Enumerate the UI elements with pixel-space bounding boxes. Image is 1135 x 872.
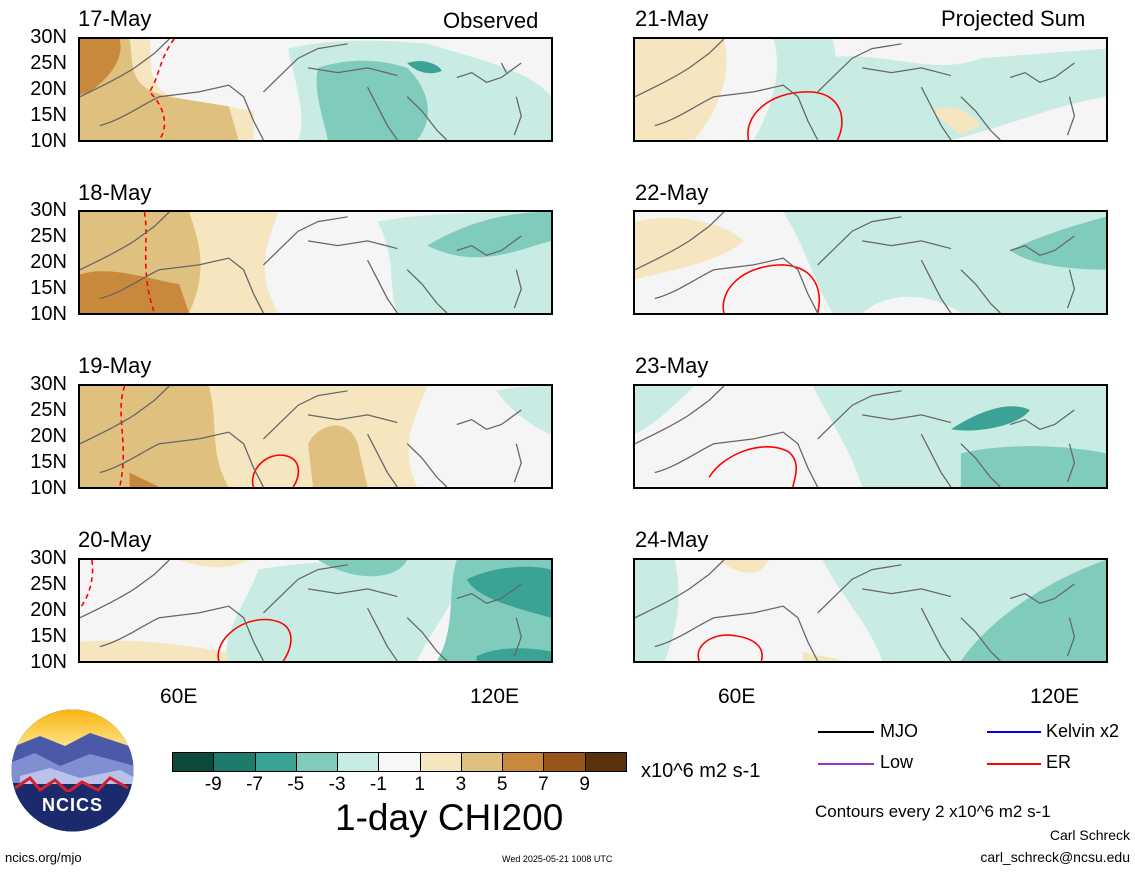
ncics-logo: NCICS [10, 708, 135, 833]
colorbar-tick-label: 1 [414, 774, 425, 795]
colorbar-title: 1-day CHI200 [335, 797, 564, 838]
legend-line-mjo [818, 731, 874, 733]
legend-label-low: Low [880, 752, 914, 772]
map-panel-21-may [633, 37, 1108, 142]
map-panel-24-may [633, 558, 1108, 663]
lat-label: 15N [30, 277, 67, 299]
colorbar-tick-label: -9 [204, 774, 222, 795]
colorbar-swatch [419, 752, 462, 772]
lat-label: 20N [30, 251, 67, 273]
projected-sum-label: Projected Sum [941, 6, 1086, 31]
colorbar-swatch [295, 752, 339, 772]
lat-label: 20N [30, 78, 67, 100]
legend-label-mjo: MJO [880, 721, 918, 741]
colorbar-tick-label: 7 [538, 774, 549, 795]
panel-date-21-may: 21-May [635, 6, 709, 31]
map-panel-17-may [78, 37, 553, 142]
lat-label: 15N [30, 104, 67, 126]
colorbar-swatch [543, 752, 586, 772]
legend-label-er: ER [1046, 752, 1072, 772]
lon-label-60e-right: 60E [718, 685, 756, 708]
colorbar-swatch [254, 752, 297, 772]
panel-date-19-may: 19-May [78, 353, 152, 378]
panel-date-24-may: 24-May [635, 527, 709, 552]
colorbar-swatch [584, 752, 627, 772]
timestamp: Wed 2025-05-21 1008 UTC [502, 854, 613, 864]
lat-label: 20N [30, 599, 67, 621]
colorbar-tick-label: -1 [369, 774, 387, 795]
colorbar-swatch [337, 752, 380, 772]
lat-label: 30N [30, 26, 67, 48]
legend-line-kelvin [987, 731, 1041, 733]
lat-label: 25N [30, 225, 67, 247]
colorbar-tick-label: 5 [496, 774, 508, 795]
lat-label: 10N [30, 651, 67, 673]
lat-label: 25N [30, 399, 67, 421]
lat-label: 10N [30, 303, 67, 325]
lat-label: 10N [30, 477, 67, 499]
lon-label-120e-left: 120E [470, 685, 520, 708]
colorbar-tick-label: -5 [287, 774, 305, 795]
legend-label-kelvin: Kelvin x2 [1046, 721, 1120, 741]
author-name: Carl Schreck [1049, 827, 1130, 843]
colorbar-tick-label: -7 [246, 774, 263, 795]
legend-line-er [987, 763, 1041, 765]
panel-date-23-may: 23-May [635, 353, 709, 378]
logo-text: NCICS [42, 795, 103, 815]
colorbar-swatch [378, 752, 421, 772]
lat-label: 15N [30, 625, 67, 647]
lat-label: 25N [30, 52, 67, 74]
colorbar-tick-label: 3 [455, 774, 467, 795]
panel-date-18-may: 18-May [78, 180, 152, 205]
lat-label: 15N [30, 451, 67, 473]
map-panel-19-may [78, 384, 553, 489]
colorbar-swatch [172, 752, 215, 772]
panel-date-20-may: 20-May [78, 527, 152, 552]
lat-label: 30N [30, 547, 67, 569]
observed-label: Observed [443, 8, 539, 33]
author-email[interactable]: carl_schreck@ncsu.edu [980, 849, 1130, 865]
lon-label-120e-right: 120E [1030, 685, 1080, 708]
legend-line-low [818, 763, 874, 765]
colorbar-swatch [502, 752, 545, 772]
map-panel-18-may [78, 210, 553, 315]
map-panel-22-may [633, 210, 1108, 315]
lat-label: 30N [30, 373, 67, 395]
lat-label: 25N [30, 573, 67, 595]
colorbar-units: x10^6 m2 s-1 [641, 760, 761, 782]
lat-label: 20N [30, 425, 67, 447]
lat-label: 10N [30, 130, 67, 152]
colorbar-swatch [213, 752, 256, 772]
contour-note: Contours every 2 x10^6 m2 s-1 [815, 802, 1051, 821]
lat-label: 30N [30, 199, 67, 221]
panel-date-22-may: 22-May [635, 180, 709, 205]
colorbar-tick-label: 9 [579, 774, 590, 795]
site-link[interactable]: ncics.org/mjo [5, 850, 82, 865]
colorbar-swatch [460, 752, 504, 772]
map-panel-23-may [633, 384, 1108, 489]
panel-date-17-may: 17-May [78, 6, 152, 31]
lon-label-60e-left: 60E [160, 685, 198, 708]
map-panel-20-may [78, 558, 553, 663]
colorbar-tick-label: -3 [328, 774, 346, 795]
